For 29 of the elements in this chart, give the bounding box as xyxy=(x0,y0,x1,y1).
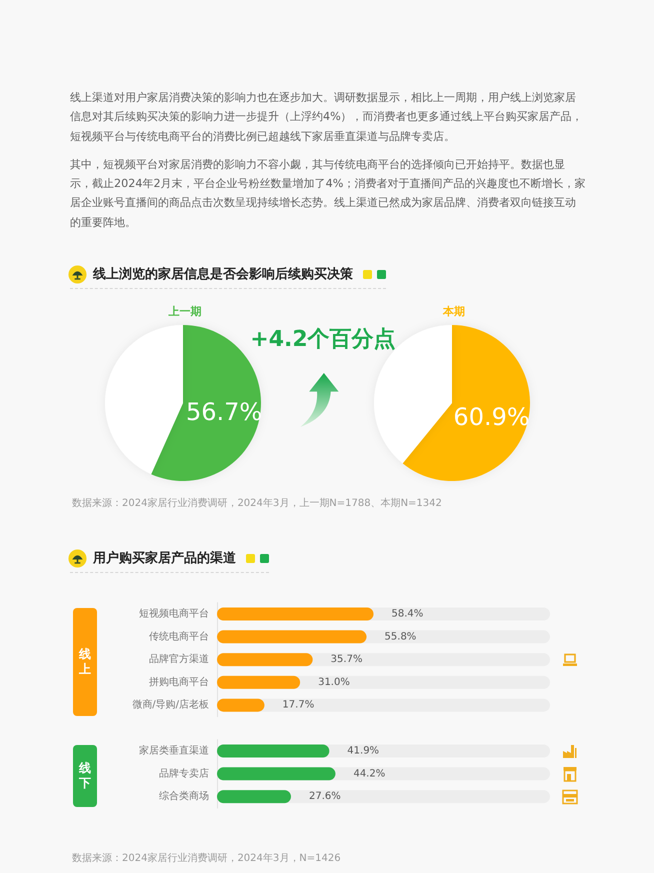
y-tick-label: 品牌官方渠道 xyxy=(149,653,209,666)
data-label: 56.7% xyxy=(186,398,262,426)
text: 线上渠道对用户家居消费决策的影响力也在逐步加大。调研数据显示，相比上一周期，用户线上浏览家居信息对其后续购买决策的影响力进一步提升（上浮约4%），而消费者也更多通过线上平台购买家居产品，短视频平台与传统电商平台的消费比例已超越线下家居垂直渠道与品牌专卖店。 xyxy=(70,90,584,145)
text: +4.2个百分点 xyxy=(249,326,397,354)
data-label: 41.9% xyxy=(347,746,380,756)
y-tick-label: 拼购电商平台 xyxy=(149,676,209,688)
y-tick-label: 短视频电商平台 xyxy=(139,608,209,620)
chart-title: 用户购买家居产品的渠道 xyxy=(93,550,236,567)
slice-label: 上一期 xyxy=(168,305,202,318)
source-note: 数据来源：2024家居行业消费调研，2024年3月，上一期N=1788、本期N=1342 xyxy=(72,496,442,510)
slice-label: 本期 xyxy=(442,305,465,318)
data-label: 31.0% xyxy=(318,676,350,688)
data-label: 35.7% xyxy=(330,654,362,666)
y-tick-label: 品牌专卖店 xyxy=(159,767,209,780)
data-label: 17.7% xyxy=(282,700,314,711)
data-label: 60.9% xyxy=(453,403,530,432)
data-label: 55.8% xyxy=(384,631,416,642)
y-tick-label: 综合类商场 xyxy=(159,790,209,802)
source-note: 数据来源：2024家居行业消费调研，2024年3月，N=1426 xyxy=(72,852,341,865)
legend-label: 线下 xyxy=(78,760,92,791)
text: 其中，短视频平台对家居消费的影响力不容小觑，其与传统电商平台的选择倾向已开始持平。数据也显示，截止2024年2月末，平台企业号粉丝数量增加了4%；消费者对于直播间产品的兴趣度也不断增长，家居企业账号直播间的商品点击次数呈现持续增长态势。线上渠道已然成为家居品牌、消费者双向链接互动的重要阵地。 xyxy=(70,156,586,231)
chart-title: 线上浏览的家居信息是否会影响后续购买决策 xyxy=(93,266,353,283)
y-tick-label: 家居类垂直渠道 xyxy=(139,744,209,756)
data-label: 58.4% xyxy=(392,608,424,620)
text: 线上 xyxy=(78,646,92,677)
y-tick-label: 传统电商平台 xyxy=(149,630,209,642)
data-label: 44.2% xyxy=(353,768,386,780)
y-tick-label: 微商/导购/店老板 xyxy=(132,698,209,711)
data-label: 27.6% xyxy=(308,791,341,802)
